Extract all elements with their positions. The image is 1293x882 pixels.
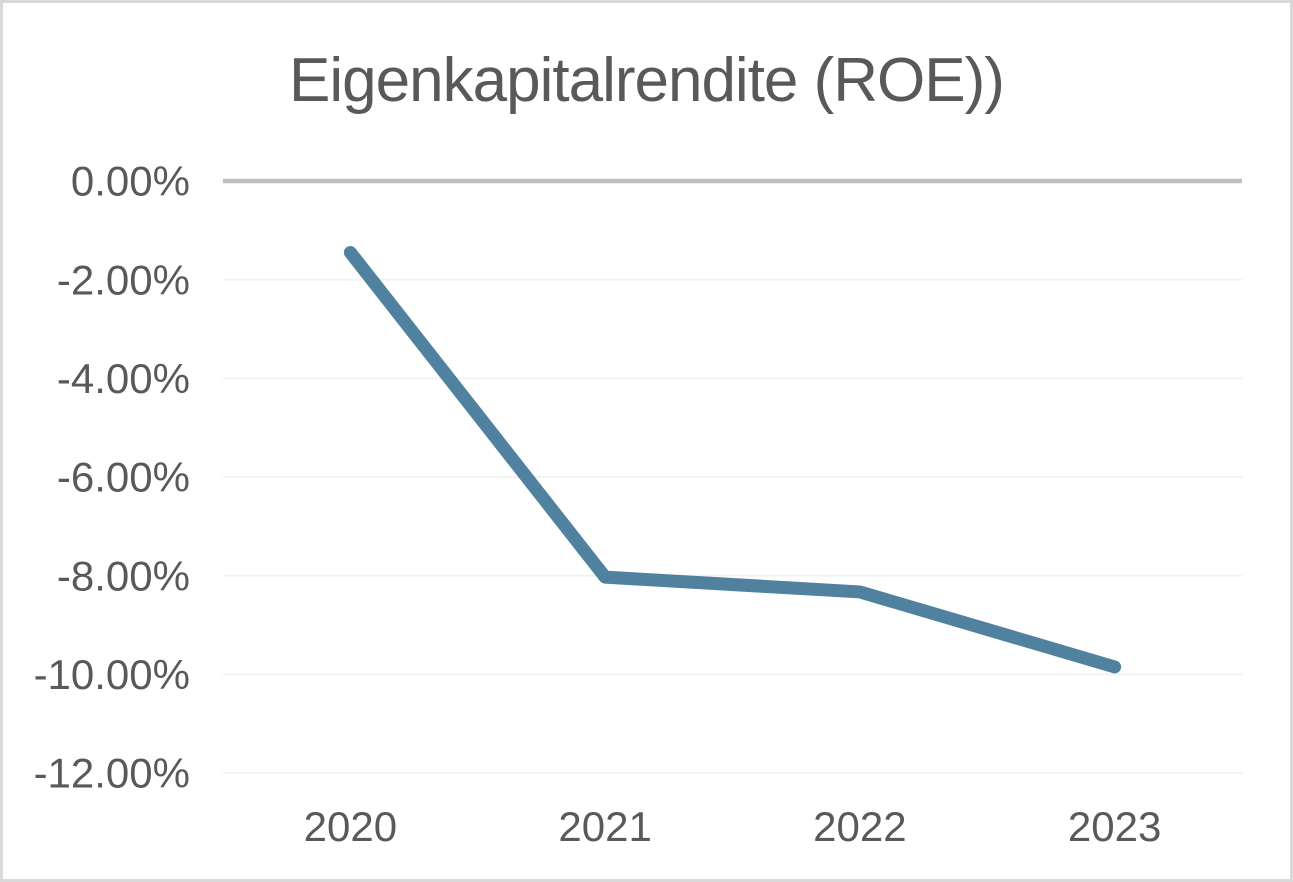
y-tick-label: -6.00%: [57, 454, 190, 501]
y-tick-label: 0.00%: [71, 158, 190, 205]
y-tick-label: -10.00%: [34, 651, 190, 698]
y-tick-label: -8.00%: [57, 552, 190, 599]
x-tick-label: 2021: [558, 803, 651, 850]
y-tick-label: -12.00%: [34, 750, 190, 797]
y-tick-label: -2.00%: [57, 256, 190, 303]
y-tick-label: -4.00%: [57, 355, 190, 402]
chart-title: Eigenkapitalrendite (ROE)): [289, 46, 1005, 115]
x-tick-label: 2022: [813, 803, 906, 850]
data-line-roe: [343, 246, 1122, 674]
x-tick-label: 2023: [1068, 803, 1161, 850]
x-tick-label: 2020: [304, 803, 397, 850]
